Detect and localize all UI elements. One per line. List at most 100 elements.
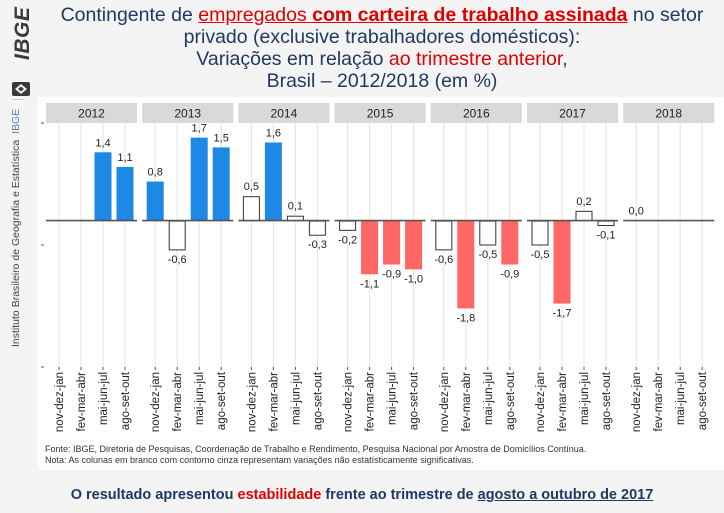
title-text: Contingente de xyxy=(60,4,199,26)
data-label: -0,6 xyxy=(168,254,187,266)
title-line-1: Contingente de empregados com carteira d… xyxy=(40,4,724,26)
data-label: 0,0 xyxy=(629,206,644,218)
facet-label: 2017 xyxy=(559,107,586,121)
bar xyxy=(168,220,186,251)
bar xyxy=(405,220,423,270)
data-label: -0,3 xyxy=(308,239,327,251)
facet-strip xyxy=(623,103,715,123)
data-label: 1,4 xyxy=(95,137,110,149)
x-tick-label: mai-jun-jul xyxy=(579,372,591,425)
x-tick-label: ago-set-out xyxy=(216,371,228,430)
facet-label: 2015 xyxy=(367,107,394,121)
title-highlight-employees: empregados xyxy=(198,4,313,26)
bar xyxy=(339,220,357,231)
data-label: -1,0 xyxy=(404,273,423,285)
data-label: 0,2 xyxy=(576,196,591,208)
x-tick-label: ago-set-out xyxy=(601,371,613,430)
bar xyxy=(94,152,112,221)
bar xyxy=(190,137,208,221)
x-tick-label: nov-dez-jan xyxy=(150,372,162,432)
data-label: -0,6 xyxy=(434,254,453,266)
facet-strip xyxy=(46,103,137,123)
facet-label: 2013 xyxy=(174,107,201,121)
title-line-2: privado (exclusive trabalhadores domésti… xyxy=(183,26,581,48)
data-label: 0,8 xyxy=(148,167,163,179)
x-tick-label: fev-mar-abr xyxy=(268,372,280,432)
facet-label: 2018 xyxy=(655,107,682,121)
facet-strip xyxy=(430,103,522,123)
bar xyxy=(212,147,230,221)
x-tick-label: mai-jun-jul xyxy=(290,372,302,425)
sidebar-divider xyxy=(12,99,24,100)
data-label: 1,6 xyxy=(266,128,281,140)
conclusion-period: agosto a outubro de 2017 xyxy=(477,487,654,503)
source-note: Fonte: IBGE, Diretoria de Pesquisas, Coo… xyxy=(45,444,587,454)
sidebar: IBGE Instituto Brasileiro de Geografia e… xyxy=(0,0,34,513)
bar xyxy=(116,166,134,221)
ibge-logo-icon xyxy=(12,82,30,96)
title-highlight-formal: com carteira de trabalho assinada xyxy=(312,4,628,26)
ibge-logo xyxy=(6,18,30,98)
bar xyxy=(531,220,549,246)
x-tick-label: nov-dez-jan xyxy=(246,372,258,432)
data-label: -0,9 xyxy=(500,269,519,281)
bar xyxy=(501,220,519,265)
x-tick-label: fev-mar-abr xyxy=(76,372,88,432)
x-tick-label: mai-jun-jul xyxy=(675,372,687,425)
bar xyxy=(457,220,475,309)
bar xyxy=(264,142,282,221)
x-tick-label: nov-dez-jan xyxy=(54,372,66,432)
title-text: Variações em relação xyxy=(196,48,389,70)
data-label: 1,7 xyxy=(192,123,207,135)
title-line-3: Variações em relação ao trimestre anteri… xyxy=(40,48,724,70)
data-label: 1,5 xyxy=(214,132,229,144)
facet-strip xyxy=(334,103,426,123)
x-tick-label: fev-mar-abr xyxy=(557,372,569,432)
data-label: 0,5 xyxy=(244,181,259,193)
x-tick-label: mai-jun-jul xyxy=(194,372,206,425)
data-label: 0,1 xyxy=(288,201,303,213)
conclusion-text: O resultado apresentou xyxy=(70,487,238,503)
chart-panel xyxy=(38,97,724,470)
x-tick-label: nov-dez-jan xyxy=(535,372,547,432)
x-tick-label: ago-set-out xyxy=(312,371,324,430)
significance-note: Nota: As colunas em branco com contorno … xyxy=(45,455,474,465)
data-label: -1,7 xyxy=(553,308,572,320)
bar xyxy=(597,220,615,226)
facet-label: 2012 xyxy=(78,107,105,121)
conclusion: O resultado apresentou estabilidade fren… xyxy=(0,487,724,503)
x-tick-label: mai-jun-jul xyxy=(98,372,110,425)
title-text: no setor xyxy=(627,4,704,26)
chart-title: Contingente de empregados com carteira d… xyxy=(40,4,724,92)
bar xyxy=(435,220,453,251)
x-tick-label: ago-set-out xyxy=(120,371,132,430)
facet-label: 2016 xyxy=(463,107,490,121)
data-label: -0,5 xyxy=(531,249,550,261)
title-highlight-previous-quarter: ao trimestre anterior xyxy=(388,48,563,70)
bar xyxy=(308,220,326,236)
x-tick-label: ago-set-out xyxy=(409,371,421,430)
conclusion-highlight: estabilidade xyxy=(237,487,322,503)
bar xyxy=(575,210,593,222)
data-label: -1,8 xyxy=(456,312,475,324)
facet-label: 2014 xyxy=(271,107,298,121)
x-tick-label: mai-jun-jul xyxy=(483,372,495,425)
data-label: 1,1 xyxy=(117,152,132,164)
x-tick-label: nov-dez-jan xyxy=(343,372,355,432)
data-label: -0,9 xyxy=(382,269,401,281)
bar xyxy=(553,220,571,304)
x-tick-label: fev-mar-abr xyxy=(653,372,665,432)
bar xyxy=(383,220,401,265)
x-tick-label: ago-set-out xyxy=(505,371,517,430)
x-tick-label: fev-mar-abr xyxy=(365,372,377,432)
bar xyxy=(361,220,379,275)
x-tick-label: nov-dez-jan xyxy=(631,372,643,432)
x-tick-label: fev-mar-abr xyxy=(461,372,473,432)
x-tick-label: fev-mar-abr xyxy=(172,372,184,432)
x-tick-label: mai-jun-jul xyxy=(387,372,399,425)
facet-strip xyxy=(527,103,618,123)
facet-strip xyxy=(238,103,330,123)
title-line-4: Brasil – 2012/2018 (em %) xyxy=(266,70,498,92)
data-label: -0,5 xyxy=(478,249,497,261)
